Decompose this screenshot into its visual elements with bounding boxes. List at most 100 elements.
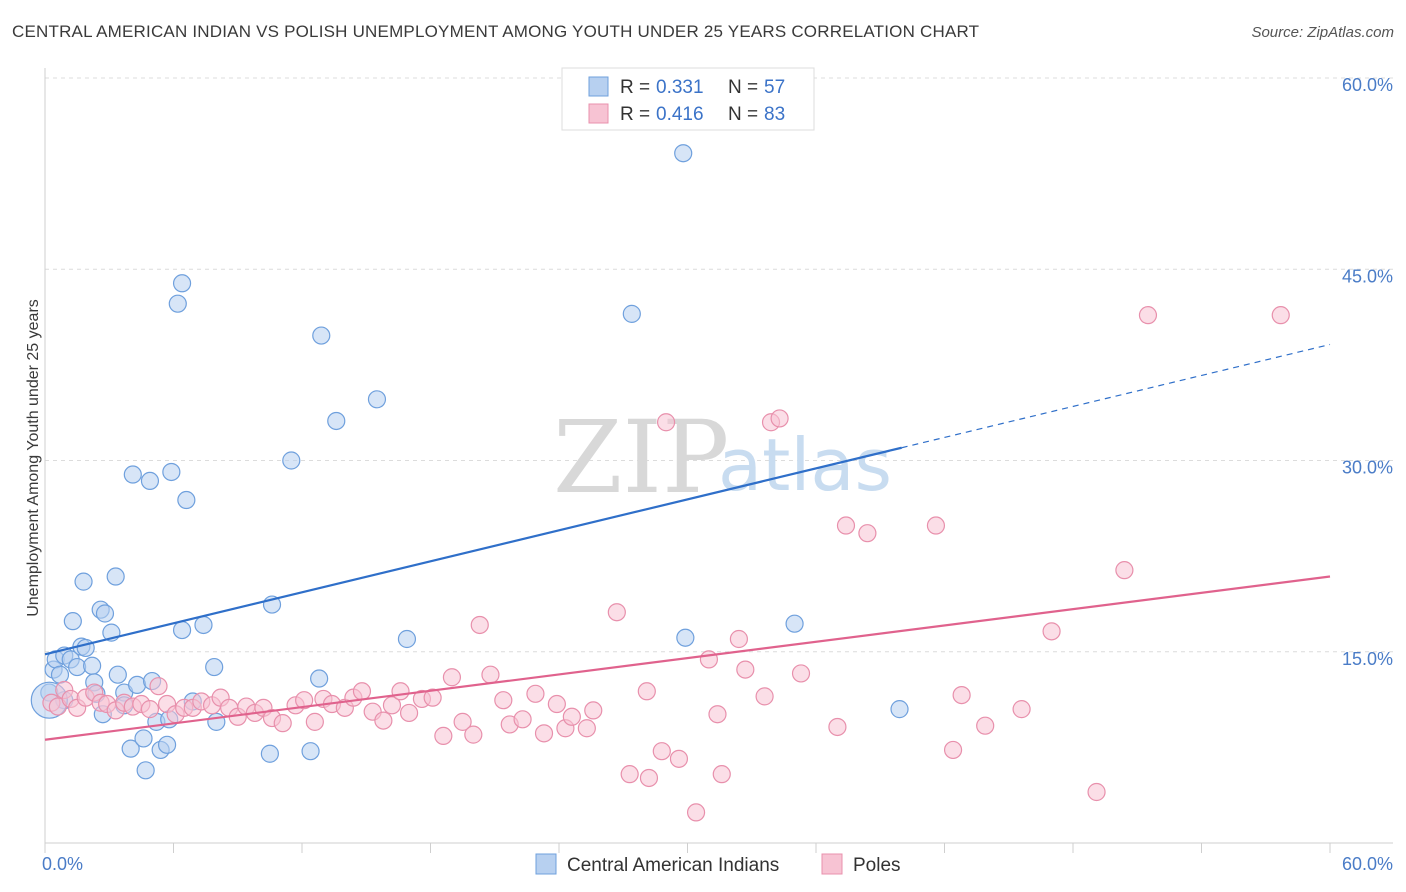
pink-point-75: [770, 409, 789, 428]
blue-point-38: [177, 490, 196, 510]
y-tick-label-2: 45.0%: [1342, 266, 1393, 286]
pink-point-36: [352, 682, 372, 701]
legend: R = 0.331 N = 57 R = 0.416 N = 83: [561, 67, 815, 131]
pink-point-46: [453, 712, 472, 731]
pink-point-53: [526, 684, 545, 703]
pink-point-83: [976, 716, 995, 735]
pink-point-55: [547, 694, 566, 714]
pink-point-62: [637, 682, 656, 701]
pink-point-13: [140, 700, 160, 719]
watermark-zip: ZIP: [553, 399, 729, 516]
pink-point-88: [1138, 306, 1158, 325]
legend-n-label-blue: N =: [728, 77, 758, 98]
pink-point-71: [729, 629, 749, 649]
pink-point-80: [926, 516, 946, 535]
blue-point-23: [121, 739, 140, 758]
y-axis-label: Unemployment Among Youth under 25 years: [25, 299, 42, 617]
pink-point-61: [620, 765, 639, 784]
blue-point-46: [301, 742, 320, 761]
blue-point-49: [327, 411, 346, 431]
pink-point-76: [791, 664, 811, 683]
legend-r-value-pink: 0.416: [656, 104, 704, 125]
pink-point-81: [943, 740, 963, 760]
source-credit: Source: ZipAtlas.com: [1251, 24, 1394, 41]
pink-point-73: [755, 687, 774, 706]
blue-point-35: [168, 294, 187, 313]
blue-point-7: [63, 612, 82, 631]
pink-point-68: [699, 650, 719, 669]
x-tick-label-1: 60.0%: [1342, 854, 1393, 874]
pink-point-39: [382, 696, 402, 715]
pink-point-40: [391, 682, 410, 701]
blue-point-50: [367, 390, 387, 409]
pink-point-41: [399, 703, 419, 723]
legend-swatch-pink: [588, 103, 609, 124]
pink-point-67: [686, 803, 706, 822]
blue-point-51: [397, 629, 417, 649]
trend-lines: [44, 343, 1331, 741]
chart-title: CENTRAL AMERICAN INDIAN VS POLISH UNEMPL…: [12, 22, 980, 41]
pink-point-49: [481, 665, 500, 684]
pink-point-57: [562, 707, 581, 726]
pink-point-85: [1042, 622, 1061, 641]
pink-point-45: [442, 668, 462, 687]
legend-n-value-blue: 57: [764, 77, 785, 98]
pink-point-64: [652, 742, 671, 761]
blue-point-43: [260, 744, 279, 763]
pink-point-63: [639, 768, 659, 788]
grid-lines: [45, 77, 1393, 653]
pink-point-31: [305, 712, 324, 731]
bottom-legend: Central American Indians Poles: [535, 853, 901, 876]
x-tick-label-0: 0.0%: [42, 854, 83, 874]
y-tick-labels: 15.0% 30.0% 45.0% 60.0%: [1342, 75, 1393, 669]
pink-point-77: [828, 717, 847, 737]
pink-point-47: [464, 725, 483, 744]
y-tick-label-3: 60.0%: [1342, 75, 1393, 95]
blue-point-36: [172, 274, 192, 293]
series-poles: [42, 306, 1290, 822]
blue-point-54: [676, 628, 695, 647]
blue-point-27: [136, 761, 155, 780]
pink-point-54: [534, 724, 554, 743]
legend-r-value-blue: 0.331: [656, 77, 704, 98]
pink-point-48: [470, 615, 489, 635]
pink-point-84: [1012, 700, 1031, 719]
watermark: ZIP atlas: [553, 399, 892, 516]
pink-point-52: [513, 710, 532, 729]
legend-r-label-blue: R =: [620, 77, 650, 98]
pink-point-44: [434, 726, 453, 746]
y-tick-label-1: 30.0%: [1342, 458, 1393, 478]
legend-r-label-pink: R =: [620, 104, 650, 125]
pink-point-89: [1271, 306, 1290, 325]
trend-line-pink: [44, 575, 1331, 741]
trend-line-blue-dashed: [901, 343, 1331, 449]
bottom-legend-swatch-blue: [535, 853, 557, 875]
blue-point-34: [162, 462, 181, 482]
pink-point-87: [1115, 561, 1134, 580]
pink-point-65: [656, 413, 676, 432]
blue-point-20: [108, 665, 127, 684]
pink-point-59: [584, 701, 603, 720]
pink-point-69: [708, 705, 727, 724]
pink-point-66: [669, 749, 689, 768]
bottom-legend-label-blue: Central American Indians: [567, 855, 779, 876]
bottom-legend-swatch-pink: [821, 853, 843, 875]
blue-point-32: [157, 735, 177, 754]
pink-point-58: [577, 719, 596, 738]
blue-point-26: [134, 729, 153, 748]
pink-point-82: [952, 685, 971, 705]
pink-point-50: [494, 691, 513, 710]
trend-line-blue: [44, 446, 902, 656]
legend-n-value-pink: 83: [764, 104, 785, 125]
blue-point-12: [83, 656, 102, 675]
blue-point-42: [207, 712, 226, 731]
blue-point-8: [68, 657, 87, 677]
blue-point-45: [282, 451, 301, 470]
pink-point-78: [836, 516, 856, 535]
legend-swatch-blue: [588, 76, 609, 97]
blue-point-3: [50, 665, 70, 684]
blue-point-25: [127, 675, 147, 695]
blue-point-37: [172, 620, 192, 640]
blue-point-17: [95, 604, 115, 623]
